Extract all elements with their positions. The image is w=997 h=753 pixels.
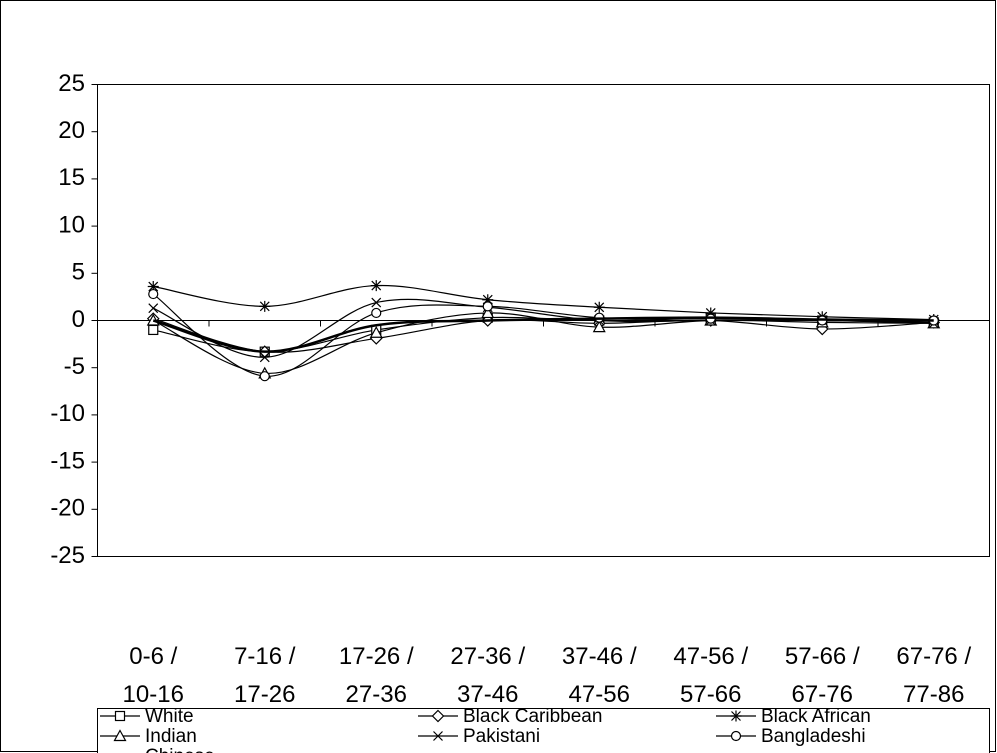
- x-tick-label: 27-36 / 37-46: [450, 643, 526, 708]
- y-tick-label: -10: [50, 400, 85, 427]
- y-tick-label: 0: [72, 306, 85, 333]
- x-tick-label: 7-16 / 17-26: [234, 643, 296, 708]
- x-tick-label: 37-46 / 47-56: [561, 643, 637, 708]
- marker-shape: [433, 731, 443, 741]
- marker: [148, 288, 159, 300]
- marker: [148, 324, 159, 336]
- marker-shape: [113, 729, 127, 742]
- marker: [371, 307, 382, 319]
- x-tick-label: 47-56 / 57-66: [673, 643, 749, 708]
- x-tick-label: 17-26 / 27-36: [338, 643, 414, 708]
- legend-label: White: [145, 706, 194, 727]
- y-tick-label: 5: [72, 259, 85, 286]
- marker-shape: [482, 294, 494, 306]
- marker-shape: [148, 288, 159, 300]
- marker-shape: [371, 307, 382, 319]
- marker: [147, 281, 159, 293]
- marker: [369, 326, 383, 338]
- y-tick-label: 15: [58, 164, 85, 191]
- legend-box: [97, 708, 990, 753]
- marker: [370, 280, 382, 292]
- y-tick-label: -5: [64, 353, 85, 380]
- legend-label: Bangladeshi: [761, 726, 866, 747]
- marker: [730, 710, 742, 722]
- series-line: [153, 284, 934, 321]
- marker-shape: [730, 710, 742, 722]
- marker-shape: [259, 352, 270, 363]
- marker: [433, 731, 443, 741]
- marker-shape: [431, 709, 445, 723]
- marker-shape: [370, 280, 382, 292]
- y-tick-label: 20: [58, 117, 85, 144]
- marker-shape: [371, 297, 382, 308]
- marker: [114, 710, 126, 722]
- marker-shape: [481, 306, 495, 319]
- marker: [259, 300, 271, 312]
- marker-shape: [593, 301, 605, 313]
- legend-label: Black African: [761, 706, 871, 727]
- marker-shape: [592, 320, 606, 333]
- marker: [482, 301, 493, 312]
- marker: [730, 730, 742, 742]
- marker: [259, 371, 270, 382]
- legend-label: Indian: [145, 726, 197, 747]
- y-tick-label: 10: [58, 211, 85, 238]
- marker-shape: [259, 371, 270, 382]
- marker: [482, 294, 494, 306]
- marker-shape: [148, 324, 159, 336]
- marker-shape: [730, 730, 742, 742]
- marker: [705, 307, 717, 319]
- marker: [592, 320, 606, 333]
- y-tick-label: -25: [50, 542, 85, 569]
- marker-shape: [482, 301, 493, 312]
- y-tick-label: -15: [50, 447, 85, 474]
- marker-shape: [114, 710, 126, 722]
- marker: [593, 301, 605, 313]
- legend-label: Pakistani: [463, 726, 540, 747]
- legend-label: Black Caribbean: [463, 706, 602, 727]
- x-tick-label: 0-6 / 10-16: [122, 643, 184, 708]
- y-tick-label: 25: [58, 70, 85, 97]
- y-tick-label: -20: [50, 495, 85, 522]
- series-line: [152, 316, 934, 353]
- series-line: [152, 312, 934, 374]
- x-tick-label: 67-76 / 77-86: [896, 643, 972, 708]
- marker: [481, 306, 495, 319]
- marker: [431, 709, 445, 723]
- marker: [259, 352, 270, 363]
- marker-shape: [259, 300, 271, 312]
- legend-label: Chinese: [145, 746, 215, 753]
- marker-shape: [147, 281, 159, 293]
- marker: [371, 297, 382, 308]
- marker-shape: [369, 326, 383, 338]
- marker: [113, 729, 127, 742]
- x-tick-label: 57-66 / 67-76: [784, 643, 860, 708]
- marker-shape: [148, 303, 159, 314]
- marker: [148, 303, 159, 314]
- marker-shape: [705, 307, 717, 319]
